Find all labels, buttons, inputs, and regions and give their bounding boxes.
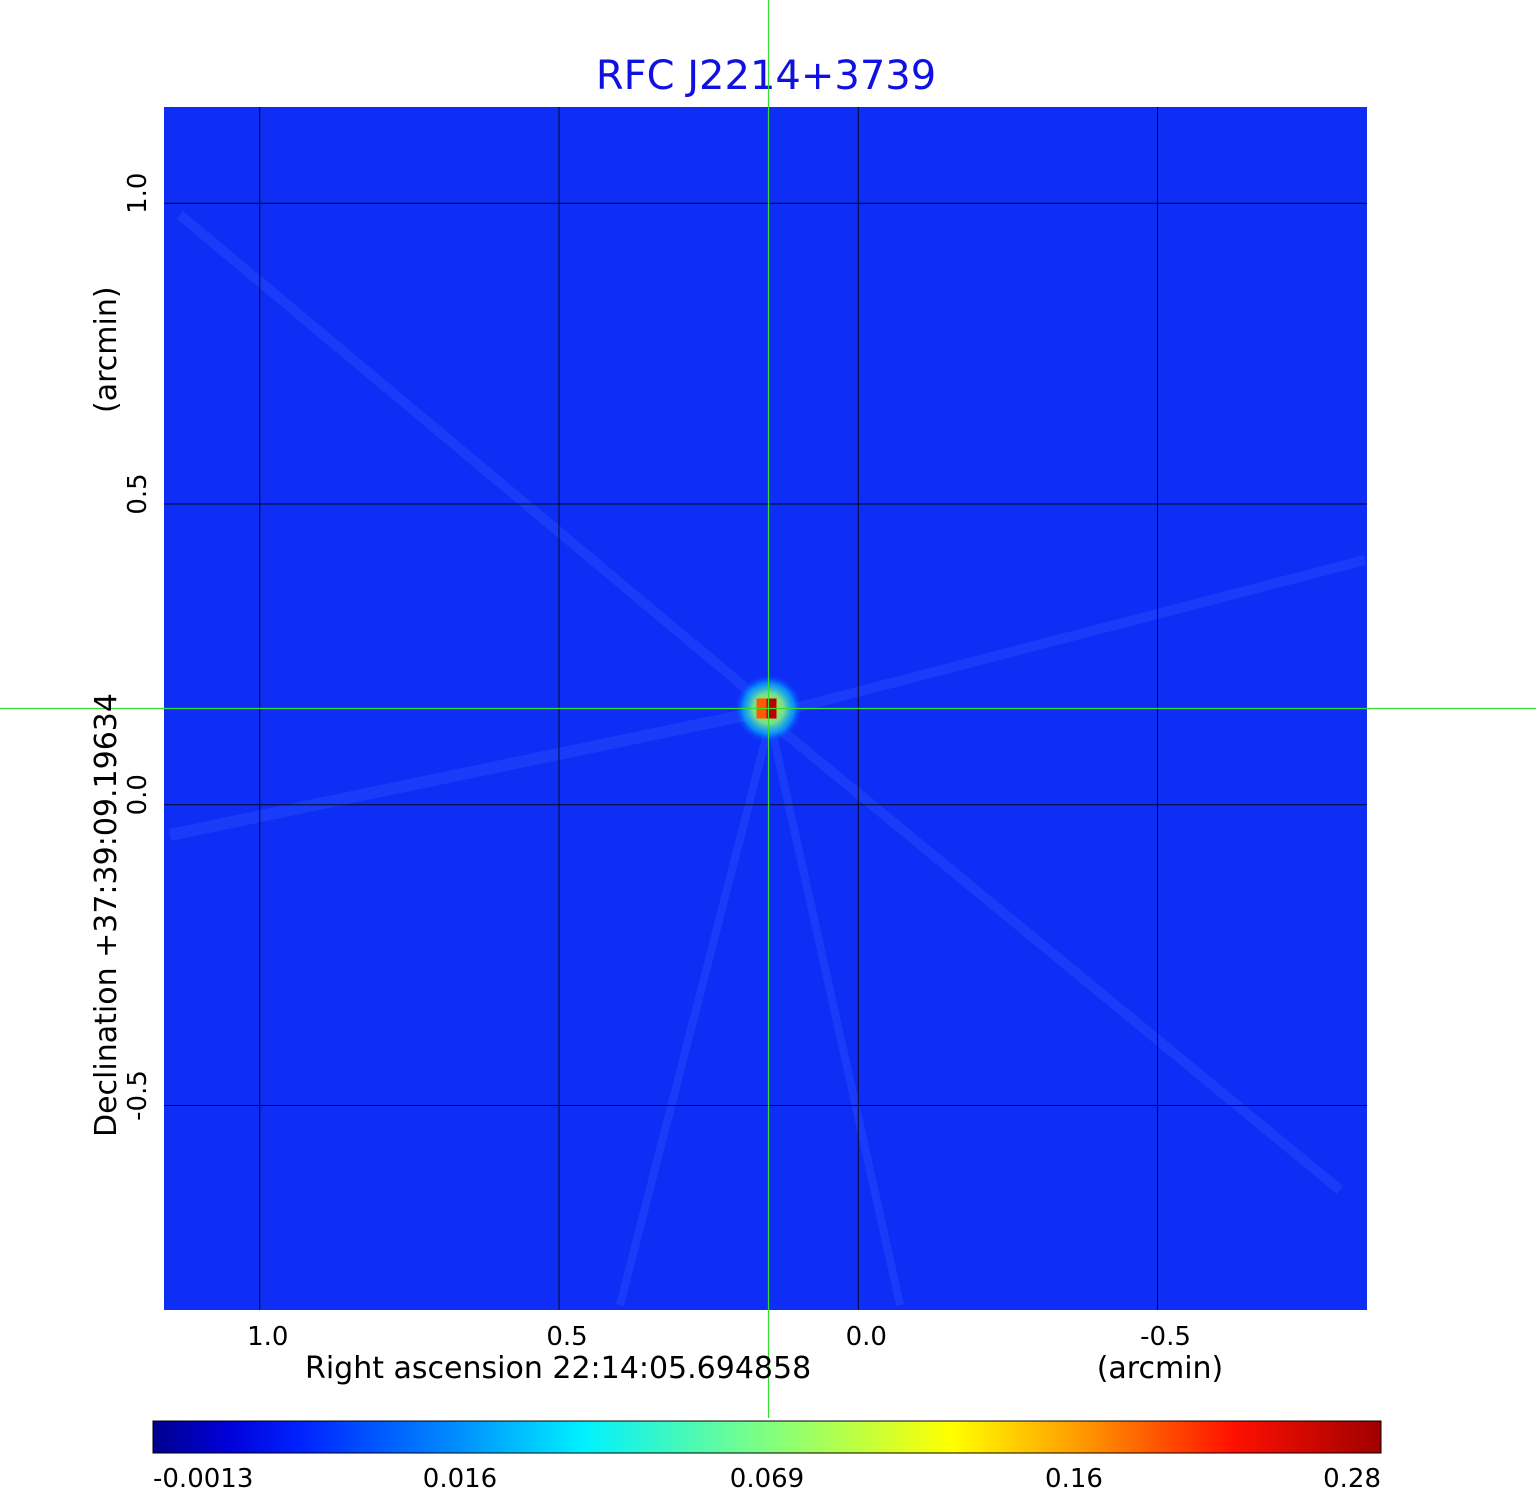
colorbar-gradient (152, 1420, 1382, 1454)
sidelobe-streak (168, 706, 762, 841)
sidelobe-streak (771, 721, 1344, 1194)
x-axis-label: Right ascension 22:14:05.694858 (305, 1351, 811, 1386)
colorbar-tick-label: 0.16 (1045, 1464, 1103, 1494)
sidelobe-streak (778, 555, 1367, 717)
colorbar-tick-label: -0.0013 (153, 1464, 253, 1494)
sidelobe-streak (768, 729, 904, 1306)
x-tick-label: -0.5 (1140, 1322, 1191, 1352)
colorbar-tick-label: 0.016 (423, 1464, 497, 1494)
y-tick-label: 0.5 (123, 473, 153, 514)
sidelobe-streak (616, 729, 772, 1306)
x-axis-unit: (arcmin) (1097, 1351, 1224, 1386)
colorbar-tick-label: 0.069 (730, 1464, 804, 1494)
colorbar-ticks: -0.0013 0.016 0.069 0.16 0.28 (153, 1464, 1381, 1494)
sidelobe-streaks (168, 211, 1367, 1306)
y-tick-label: 1.0 (123, 173, 153, 214)
colorbar-tick-label: 0.28 (1323, 1464, 1381, 1494)
x-tick-label: 1.0 (247, 1322, 288, 1352)
x-axis-ticks: 1.0 0.5 0.0 -0.5 (247, 1322, 1191, 1352)
sidelobe-streak (176, 211, 764, 704)
x-tick-label: 0.5 (546, 1322, 587, 1352)
crosshair (0, 0, 1536, 1418)
colorbar: -0.0013 0.016 0.069 0.16 0.28 (152, 1420, 1382, 1494)
y-tick-label: -0.5 (123, 1070, 153, 1121)
y-axis-label: Declination +37:39:09.19634 (89, 693, 124, 1137)
y-axis-unit: (arcmin) (89, 286, 124, 413)
y-tick-label: 0.0 (123, 774, 153, 815)
x-tick-label: 0.0 (846, 1322, 887, 1352)
chart-title: RFC J2214+3739 (596, 53, 936, 99)
y-axis-ticks: 1.0 0.5 0.0 -0.5 (123, 173, 153, 1121)
